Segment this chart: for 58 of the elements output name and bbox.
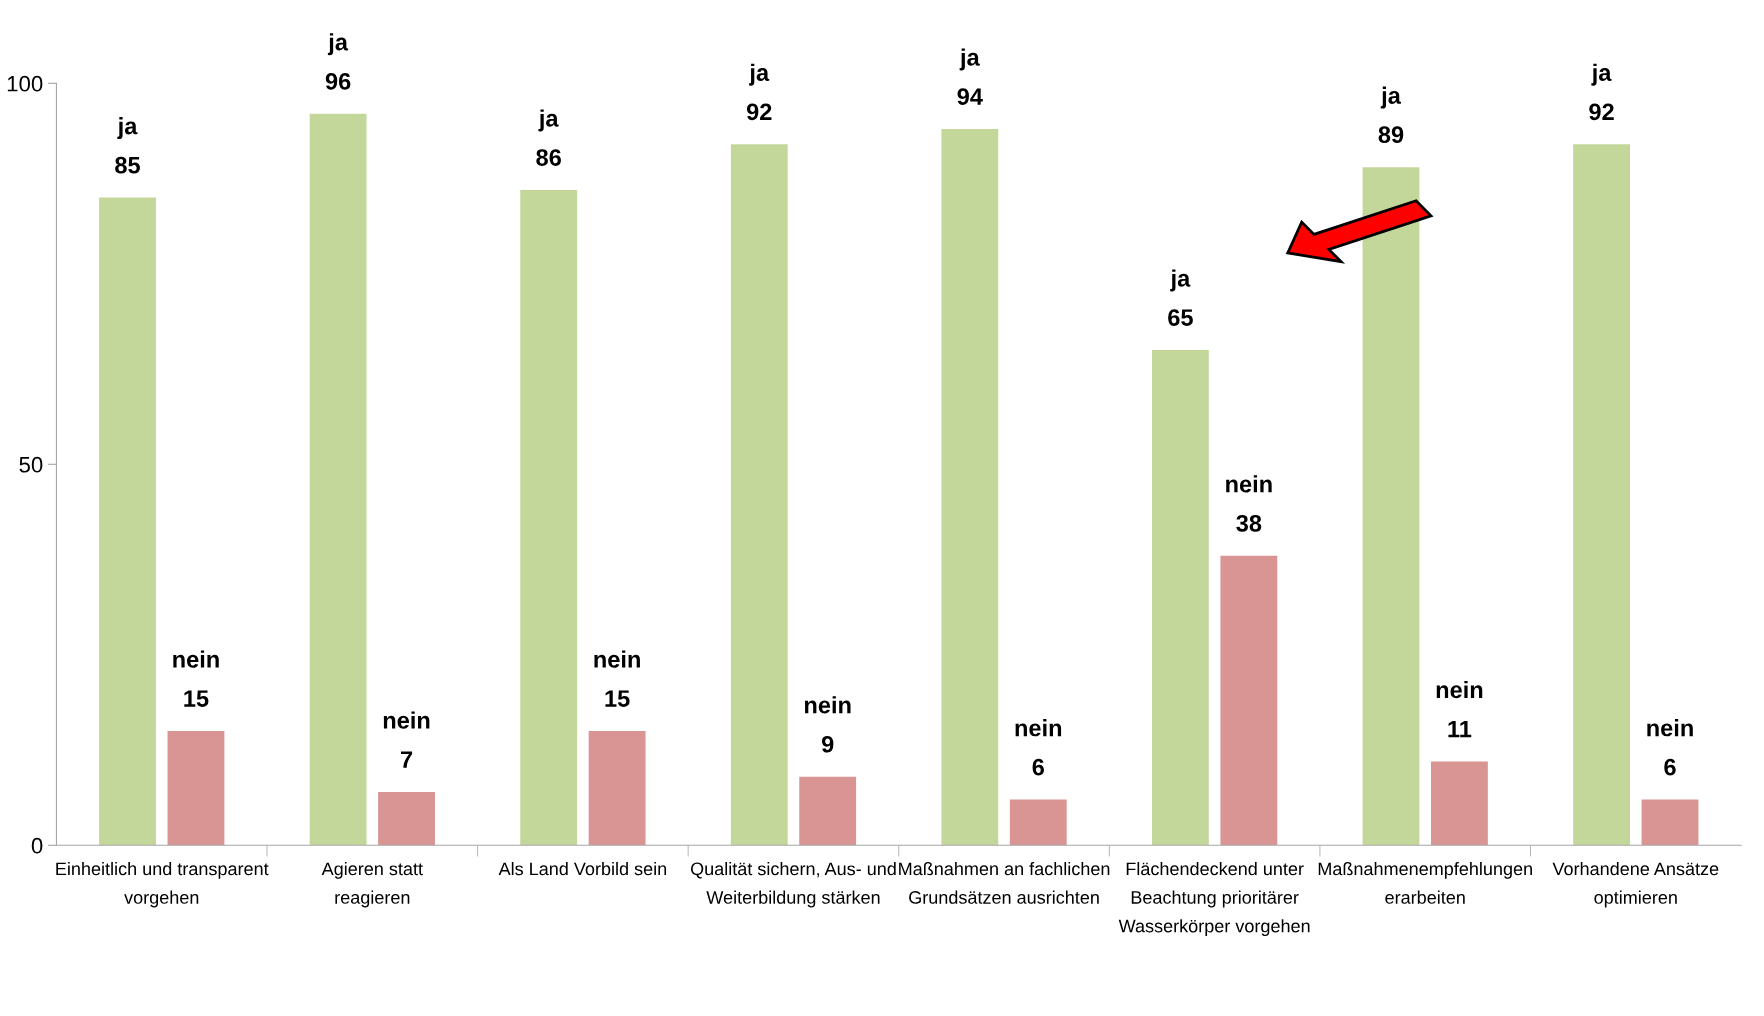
bar xyxy=(1641,799,1699,846)
data-label: 85 xyxy=(115,156,140,174)
bar xyxy=(1573,144,1630,846)
bar xyxy=(167,731,225,846)
x-tick-label: Vorhandene Ansätze optimieren xyxy=(1552,861,1719,908)
y-tick-label: 50 xyxy=(19,456,43,473)
text: nein xyxy=(173,650,219,668)
bar xyxy=(1220,555,1278,846)
text: ja xyxy=(327,33,349,56)
data-label: 92 xyxy=(746,103,772,121)
y-tick-label: 0 xyxy=(31,837,43,854)
data-label: 11 xyxy=(1448,720,1472,738)
data-label: 38 xyxy=(1236,514,1262,532)
text: ja xyxy=(538,109,559,132)
text: nein xyxy=(383,711,430,729)
data-label: 9 xyxy=(821,735,834,753)
data-label: 89 xyxy=(1378,126,1404,144)
text: nein xyxy=(1436,680,1483,699)
x-tick-label: Als Land Vorbild sein xyxy=(498,861,667,876)
data-label: 15 xyxy=(605,690,630,707)
text: nein xyxy=(1015,719,1062,737)
x-tick-label: Maßnahmen an fachlichen Grundsätzen ausrichten xyxy=(899,861,1110,904)
bar xyxy=(309,113,367,846)
bar xyxy=(941,129,999,846)
data-label: 7 xyxy=(400,751,413,768)
data-label: 92 xyxy=(1589,103,1614,121)
text: nein xyxy=(1226,475,1272,493)
bar xyxy=(378,791,435,846)
data-label: 15 xyxy=(184,690,209,707)
x-tick-label: Agieren statt reagieren xyxy=(321,861,423,908)
data-label: 86 xyxy=(536,149,561,166)
x-tick-label: Flächendeckend unter Beachtung prioritärer Wasserkörper vorgehen xyxy=(1118,861,1310,937)
x-tick-label: Maßnahmenempfehlungen erarbeiten xyxy=(1318,861,1532,904)
text: ja xyxy=(1591,63,1612,86)
y-tick-label: 100 xyxy=(7,75,43,92)
x-tick-label: Einheitlich und transparent vorgehen xyxy=(56,861,269,908)
bar xyxy=(520,189,578,846)
x-tick-label: Qualität sichern, Aus- und Weiterbildung stärken xyxy=(690,861,896,908)
bar xyxy=(1430,761,1488,846)
data-label: 65 xyxy=(1168,309,1193,326)
text: ja xyxy=(1380,86,1401,109)
text: ja xyxy=(749,63,770,86)
text: nein xyxy=(1647,719,1693,737)
bar xyxy=(99,197,156,846)
text: nein xyxy=(804,696,851,714)
data-label: 96 xyxy=(325,72,351,90)
bar xyxy=(1009,799,1067,846)
bar xyxy=(799,776,857,846)
data-label: 6 xyxy=(1032,758,1044,776)
text: ja xyxy=(1170,269,1191,292)
text: ja xyxy=(959,48,980,71)
text: ja xyxy=(117,117,138,140)
text: nein xyxy=(594,650,640,668)
bar xyxy=(730,144,788,846)
data-label: 94 xyxy=(957,88,983,105)
data-label: 6 xyxy=(1664,758,1676,776)
bar xyxy=(1151,350,1209,846)
bar xyxy=(588,731,646,846)
